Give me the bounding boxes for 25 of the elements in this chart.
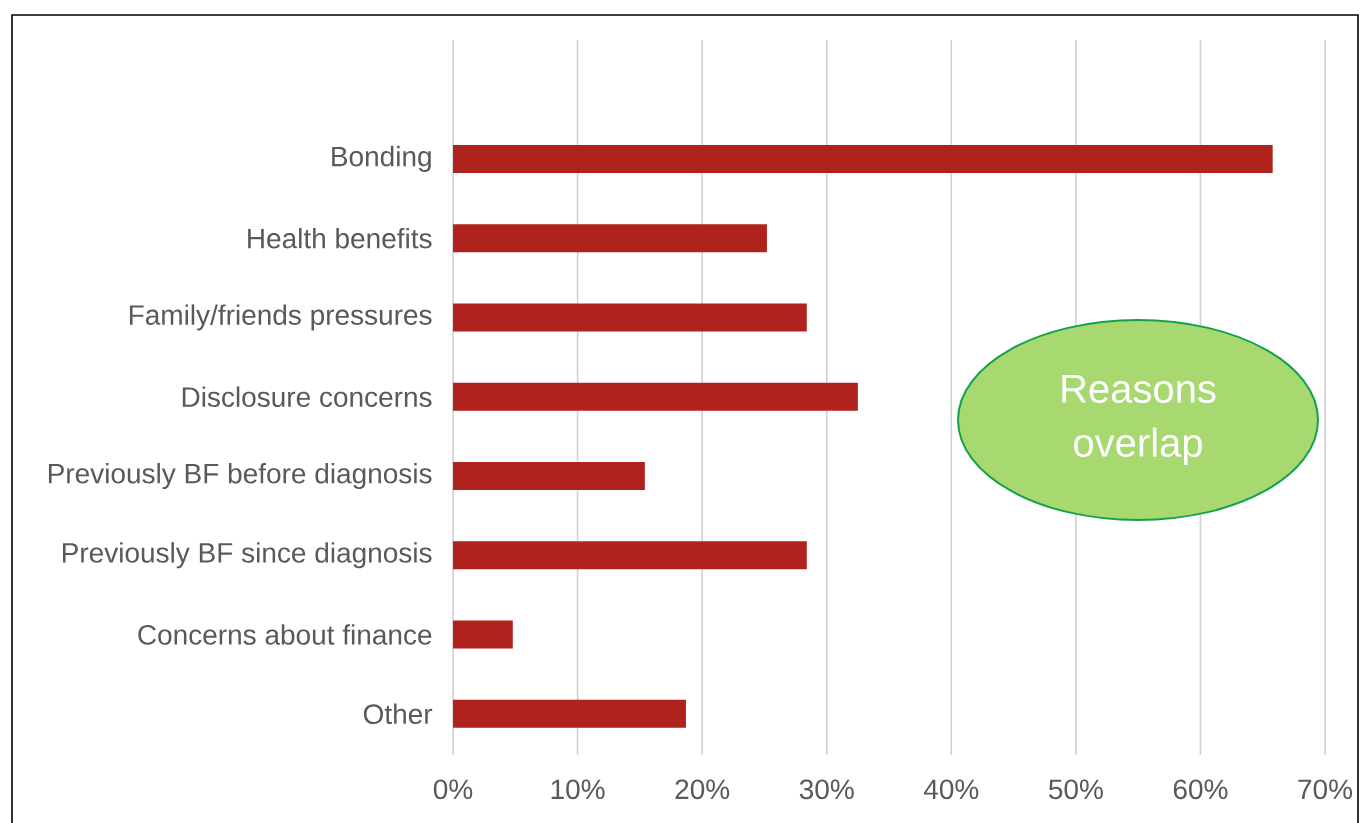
bar: [453, 144, 1273, 173]
y-tick-label: Disclosure concerns: [182, 386, 432, 407]
y-tick-label: Family/friends pressures: [129, 304, 432, 331]
bar: [453, 620, 513, 649]
y-tick-label: Previously BF before diagnosis: [48, 462, 432, 490]
x-tick-label: 10%: [551, 779, 605, 800]
x-tick-label: 50%: [1048, 779, 1103, 800]
y-tick-label: Concerns about finance: [138, 624, 432, 645]
x-tick-label: 30%: [799, 779, 854, 800]
x-tick-label: 0%: [433, 779, 473, 800]
x-tick-label: 20%: [675, 779, 730, 800]
bar: [453, 699, 686, 728]
bar: [453, 541, 807, 570]
x-tick-label: 40%: [923, 779, 979, 800]
x-tick-label: 70%: [1298, 779, 1353, 800]
y-tick-label: Previously BF since diagnosis: [62, 542, 432, 569]
bar: [453, 224, 767, 253]
bar: [453, 303, 807, 332]
annotation: Reasons overlap: [1062, 375, 1216, 465]
x-tick-label: 60%: [1173, 779, 1228, 800]
y-tick-label: Health benefits: [248, 227, 432, 249]
bar: [453, 382, 858, 411]
y-tick-label: Other: [363, 703, 433, 725]
bar: [453, 461, 645, 490]
y-tick-label: Bonding: [332, 145, 431, 172]
